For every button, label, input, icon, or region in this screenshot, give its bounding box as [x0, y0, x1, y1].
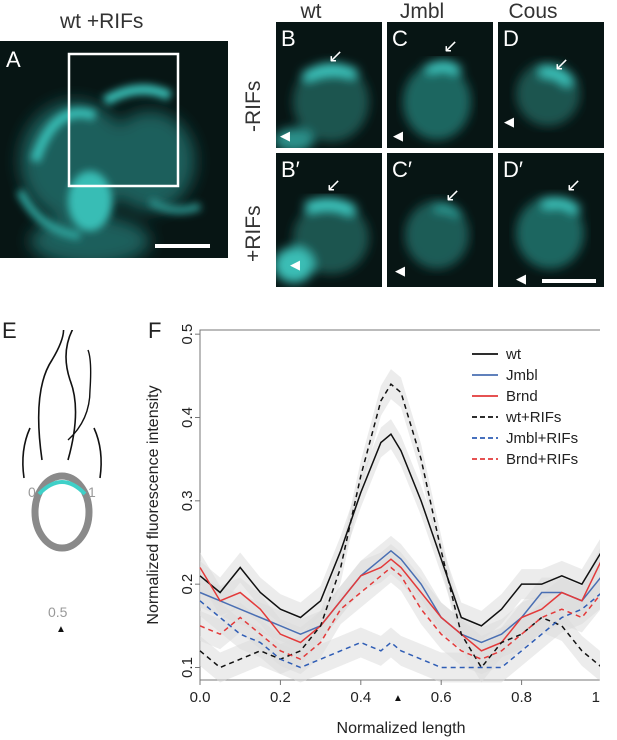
arrow-icon: ↙	[554, 54, 570, 74]
y-tick-label: 0.2	[179, 574, 196, 595]
panel-c-letter: C	[392, 26, 408, 51]
arrow-icon: ↙	[443, 36, 459, 56]
panel-d-prime-letter: D′	[503, 157, 524, 182]
panel-c-prime-cell	[405, 201, 469, 269]
confidence-band	[200, 535, 600, 658]
y-axis-label: Normalized fluorescence intensity	[145, 385, 162, 624]
panel-c-prime-letter: C′	[392, 157, 413, 182]
confidence-band	[200, 369, 600, 683]
series-line-brnd-rifs	[199, 566, 600, 661]
panel-a-cells	[16, 52, 210, 258]
x-tick-label: 0.2	[270, 689, 291, 706]
panel-c-image: C ↙ ◀	[387, 22, 493, 148]
legend-label: Brnd+RIFs	[506, 451, 578, 468]
series-line-brnd	[199, 558, 600, 652]
x-tick-label: 0.6	[431, 689, 452, 706]
y-tick-label: 0.1	[179, 657, 196, 678]
x-axis-marker-icon: ▲	[393, 693, 403, 704]
panel-d-letter: D	[503, 26, 519, 51]
series-line-jmbl-rifs	[199, 593, 600, 669]
arrowhead-icon: ◀	[516, 271, 526, 286]
plot-frame	[199, 329, 600, 681]
series-line-wt	[199, 433, 600, 627]
x-axis-label: Normalized length	[337, 720, 466, 737]
arrow-icon: ↙	[326, 175, 342, 195]
schematic-label-start: 0	[28, 484, 36, 500]
panel-f-letter: F	[148, 318, 162, 343]
panel-b-prime-letter: B′	[281, 157, 300, 182]
panel-d-prime-cell	[516, 197, 596, 283]
confidence-band	[200, 419, 600, 641]
panel-c-cell	[403, 61, 471, 140]
legend-label: wt	[505, 346, 522, 363]
legend-label: Jmbl	[506, 367, 538, 384]
arrowhead-icon: ◀	[280, 128, 290, 143]
row-title-plus-rifs: +RIFs	[242, 205, 265, 262]
column-title-wt: wt	[300, 0, 322, 23]
schematic-label-end: 1	[88, 484, 96, 500]
schematic-marker-icon: ▲	[56, 624, 66, 635]
arrow-icon: ↙	[328, 46, 344, 66]
legend-label: wt+RIFs	[505, 409, 561, 426]
arrowhead-icon: ◀	[290, 257, 300, 272]
panel-d-prime-image: D′ ↙ ◀	[498, 153, 604, 287]
schematic-label-mid: 0.5	[48, 604, 68, 620]
panel-a-title: wt +RIFs	[60, 10, 144, 33]
column-title-jmbl: Jmbl	[399, 0, 445, 23]
y-tick-label: 0.4	[179, 407, 196, 428]
y-tick-label: 0.5	[179, 324, 196, 345]
legend-label: Brnd	[506, 388, 538, 405]
intensity-line-chart: 0.0 0.2 0.4 0.6 0.8 1.0 0.1 0.2 0.3 0.4 0.5 Norma…	[145, 324, 600, 737]
panel-c-prime-image: C′ ↙ ◀	[387, 153, 493, 287]
x-tick-label: 0.4	[350, 689, 371, 706]
x-tick-label: 1.0	[592, 689, 600, 706]
panel-d-image: D ↙ ◀	[498, 22, 604, 148]
arrow-icon: ↙	[566, 175, 582, 195]
x-tick-label: 0.0	[190, 689, 211, 706]
arrow-icon: ↙	[445, 185, 461, 205]
row-title-minus-rifs: -RIFs	[242, 80, 265, 132]
panel-b-image: B ↙ ◀	[276, 22, 382, 148]
y-tick-label: 0.3	[179, 490, 196, 511]
panel-b-prime-image: B′ ↙ ◀	[276, 153, 382, 287]
legend-label: Jmbl+RIFs	[506, 430, 578, 447]
panel-e-letter: E	[2, 318, 17, 343]
panel-b-cell	[276, 62, 369, 148]
panel-d-cell	[516, 62, 580, 126]
panel-a-image: A	[0, 41, 228, 258]
arrowhead-icon: ◀	[504, 114, 514, 129]
x-tick-label: 0.8	[511, 689, 532, 706]
panel-a-letter: A	[6, 47, 21, 72]
panel-b-prime-cell	[276, 198, 369, 283]
panel-b-letter: B	[281, 26, 296, 51]
arrowhead-icon: ◀	[393, 128, 403, 143]
column-title-cous: Cous	[508, 0, 558, 23]
pollen-tube-schematic	[22, 330, 102, 552]
arrowhead-icon: ◀	[395, 263, 405, 278]
